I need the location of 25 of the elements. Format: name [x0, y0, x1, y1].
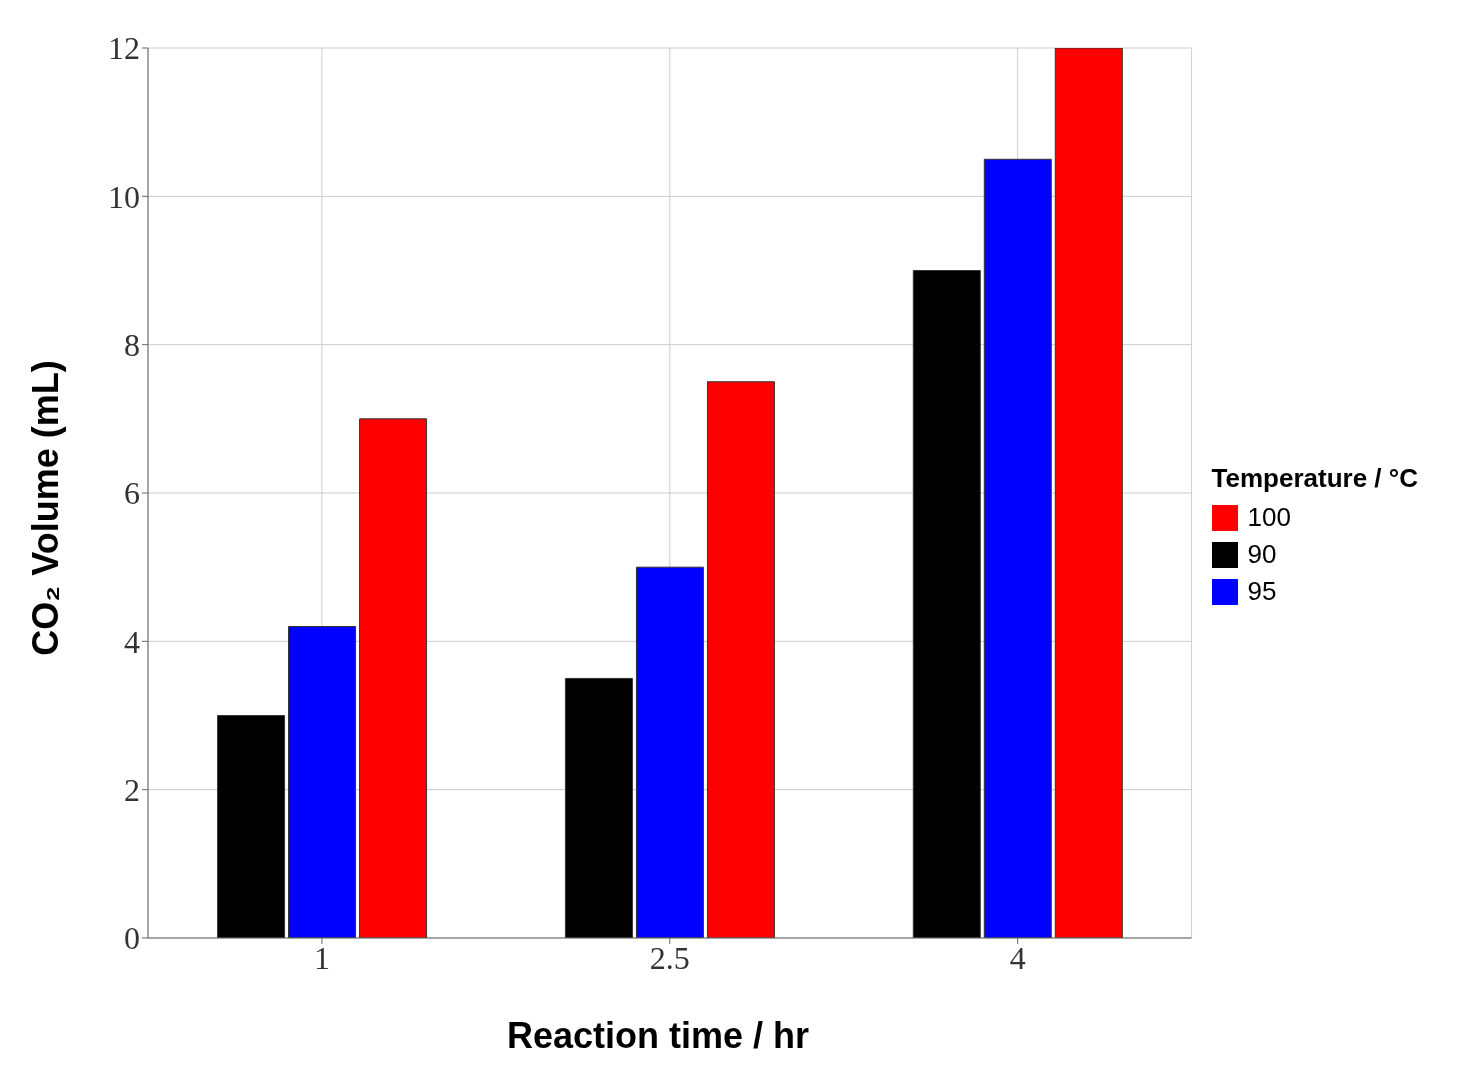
bar [635, 566, 704, 938]
x-tick-label: 1 [313, 939, 330, 976]
y-tick-label: 2 [124, 772, 140, 809]
bar [706, 381, 775, 938]
x-tick-label: 2.5 [649, 939, 690, 976]
y-tick-label: 6 [124, 475, 140, 512]
x-axis-title: Reaction time / hr [506, 1015, 810, 1056]
y-tick-label: 10 [108, 178, 140, 215]
bar [1054, 48, 1123, 938]
bar [564, 677, 633, 938]
bar [217, 715, 286, 938]
legend-title: Temperature / °C [1211, 463, 1418, 494]
legend-label: 95 [1247, 576, 1277, 607]
legend-label: 100 [1247, 502, 1291, 533]
y-tick-label: 0 [124, 920, 140, 957]
x-tick-label: 4 [1009, 939, 1026, 976]
y-tick-label: 4 [124, 623, 140, 660]
bar [288, 626, 357, 938]
bar [359, 418, 428, 938]
legend-label: 90 [1247, 539, 1277, 570]
y-tick-label: 8 [124, 327, 140, 364]
bar [983, 158, 1052, 938]
y-axis-title: CO₂ Volume (mL) [25, 360, 66, 656]
y-tick-label: 12 [108, 30, 140, 67]
bar [912, 270, 981, 938]
